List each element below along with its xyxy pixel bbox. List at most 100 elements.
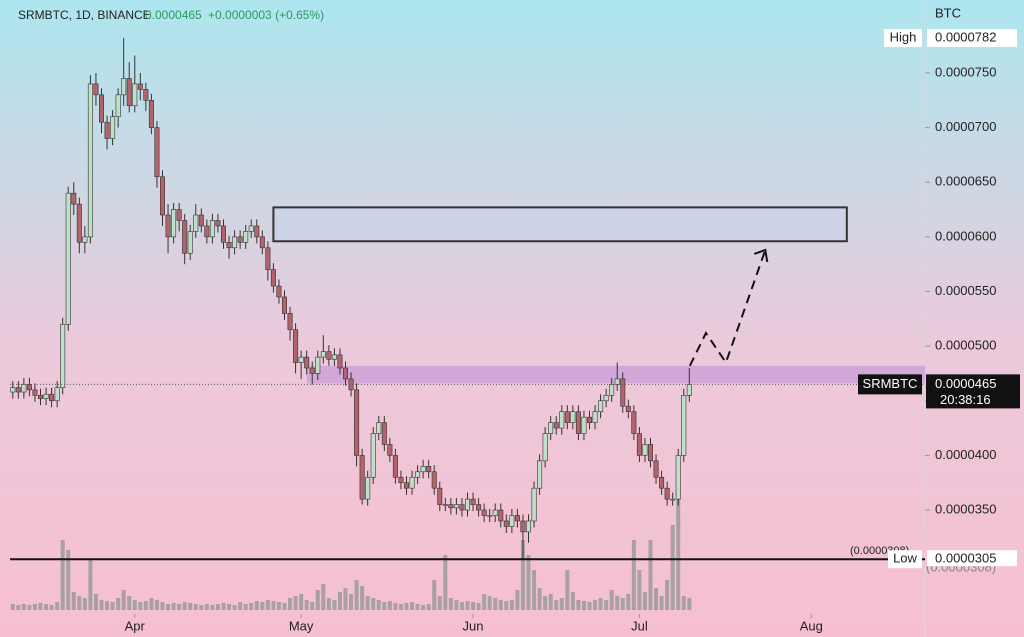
candle-body xyxy=(10,387,16,393)
volume-bar xyxy=(16,605,21,610)
candle-body xyxy=(647,444,653,462)
low-label: Low xyxy=(893,551,917,566)
volume-bar xyxy=(149,598,154,610)
candle-body xyxy=(21,384,27,393)
volume-bar xyxy=(276,602,281,610)
candle-body xyxy=(415,471,421,478)
candle-body xyxy=(476,504,482,511)
candle-body xyxy=(670,498,676,501)
volume-bar xyxy=(654,588,659,610)
volume-bar xyxy=(27,605,32,610)
volume-bar xyxy=(337,592,342,610)
volume-bar xyxy=(254,601,259,610)
candle-body xyxy=(270,269,276,287)
candle-body xyxy=(354,389,360,456)
volume-bar xyxy=(559,598,564,610)
volume-bar xyxy=(493,598,498,610)
y-tick-label: 0.0000500 xyxy=(935,338,996,353)
volume-bar xyxy=(288,598,293,610)
candle-body xyxy=(631,411,637,434)
volume-bar xyxy=(437,596,442,610)
candle-body xyxy=(659,476,665,489)
volume-bar xyxy=(398,604,403,610)
volume-bar xyxy=(282,603,287,610)
volume-bar xyxy=(443,555,448,610)
volume-bar xyxy=(642,592,647,610)
candle-body xyxy=(209,220,215,238)
volume-bar xyxy=(55,602,60,610)
volume-bar xyxy=(121,590,126,610)
volume-bar xyxy=(454,600,459,610)
volume-bar xyxy=(88,560,93,610)
x-tick-label: Aug xyxy=(800,618,823,633)
candle-body xyxy=(614,378,620,385)
volume-bar xyxy=(110,602,115,610)
candle-body xyxy=(265,247,271,270)
volume-bar xyxy=(221,603,226,610)
volume-bar xyxy=(38,603,43,610)
candle-body xyxy=(198,214,204,227)
candle-body xyxy=(625,405,631,413)
volume-bar xyxy=(448,598,453,610)
volume-bar xyxy=(143,601,148,610)
candle-body xyxy=(514,515,520,522)
volume-bar xyxy=(132,600,137,610)
candle-body xyxy=(437,487,443,505)
candle-body xyxy=(15,387,21,393)
volume-bar xyxy=(404,603,409,610)
volume-bar xyxy=(215,604,220,610)
volume-bar xyxy=(127,596,132,610)
volume-bar xyxy=(260,602,265,610)
candle-body xyxy=(586,416,592,423)
candle-body xyxy=(376,422,382,434)
x-tick-label: Jul xyxy=(631,618,648,633)
volume-bar xyxy=(609,590,614,610)
symbol-label: SRMBTC xyxy=(863,376,918,391)
candle-body xyxy=(132,83,138,107)
candle-body xyxy=(87,83,93,238)
x-tick-label: Jun xyxy=(463,618,484,633)
candle-body xyxy=(542,433,548,462)
volume-bar xyxy=(32,604,37,610)
volume-bar xyxy=(637,570,642,610)
candle-body xyxy=(370,433,376,478)
candle-body xyxy=(104,121,110,139)
volume-bar xyxy=(77,596,82,610)
candle-body xyxy=(431,471,437,489)
candle-body xyxy=(49,393,55,402)
candle-body xyxy=(43,393,49,399)
x-tick-label: May xyxy=(289,618,314,633)
candle-body xyxy=(620,378,626,407)
volume-bar xyxy=(326,598,331,610)
volume-bar xyxy=(471,602,476,610)
candle-body xyxy=(110,116,116,139)
header-price: 0.0000465 xyxy=(145,8,202,22)
volume-bar xyxy=(387,601,392,610)
volume-bar xyxy=(587,602,592,610)
volume-bar xyxy=(265,600,270,610)
zone xyxy=(306,365,925,384)
candle-body xyxy=(498,509,504,522)
volume-bar xyxy=(504,601,509,610)
volume-bar xyxy=(382,602,387,610)
volume-bar xyxy=(204,604,209,610)
volume-bar xyxy=(520,540,525,610)
candle-body xyxy=(315,356,321,374)
low-value: 0.0000305 xyxy=(935,551,996,566)
volume-bar xyxy=(576,600,581,610)
volume-bar xyxy=(532,570,537,610)
volume-bar xyxy=(604,600,609,610)
candle-body xyxy=(26,384,32,391)
candle-body xyxy=(309,367,315,374)
candle-body xyxy=(559,411,565,429)
volume-bar xyxy=(515,590,520,610)
candle-body xyxy=(448,504,454,509)
candle-body xyxy=(137,83,143,90)
volume-bar xyxy=(82,598,87,610)
candle-body xyxy=(553,422,559,429)
candle-body xyxy=(226,242,232,249)
volume-bar xyxy=(626,594,631,610)
header-change: +0.0000003 (+0.65%) xyxy=(208,8,324,22)
symbol-box xyxy=(858,374,922,395)
volume-bar xyxy=(676,485,681,610)
